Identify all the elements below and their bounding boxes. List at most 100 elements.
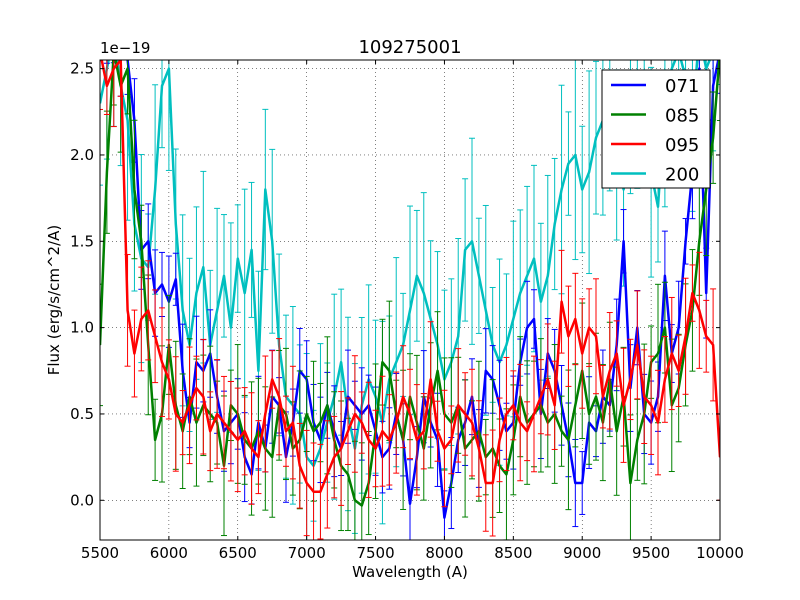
data-point	[595, 136, 597, 139]
data-point	[250, 447, 253, 450]
data-point	[181, 421, 184, 424]
data-point	[243, 430, 246, 433]
data-point	[546, 275, 549, 277]
data-point	[643, 395, 646, 398]
x-tick-label: 5500	[81, 544, 119, 562]
data-point	[347, 430, 349, 433]
data-point	[230, 326, 232, 329]
data-point	[546, 378, 549, 381]
data-point	[567, 162, 570, 165]
data-point	[333, 456, 336, 458]
data-point	[257, 456, 260, 458]
data-point	[305, 482, 308, 484]
data-point	[360, 504, 363, 507]
data-point	[395, 421, 398, 424]
data-point	[615, 352, 618, 355]
data-point	[106, 171, 108, 174]
data-point	[409, 309, 411, 312]
data-point	[664, 378, 666, 381]
data-point	[395, 361, 398, 363]
data-point	[360, 421, 363, 424]
data-point	[381, 430, 384, 433]
data-point	[422, 292, 425, 294]
data-point	[422, 430, 425, 433]
data-point	[381, 361, 384, 363]
data-point	[560, 430, 563, 433]
data-point	[450, 439, 453, 441]
data-point	[133, 352, 136, 355]
data-point	[106, 85, 108, 87]
data-point	[581, 352, 584, 355]
data-point	[574, 482, 577, 484]
data-point	[292, 421, 294, 424]
x-tick-label: 8000	[425, 544, 463, 562]
data-point	[484, 369, 487, 372]
plot-frame	[99, 59, 721, 541]
data-point	[526, 430, 528, 433]
data-point	[154, 439, 156, 441]
data-point	[574, 318, 577, 320]
data-point	[436, 430, 439, 433]
series-layer	[100, 60, 720, 540]
data-point	[519, 292, 522, 294]
data-point	[202, 266, 205, 268]
data-point	[257, 369, 260, 372]
data-point	[223, 275, 225, 277]
y-tick-label: 1.0	[70, 319, 94, 337]
data-point	[181, 369, 184, 372]
data-point	[271, 378, 274, 381]
data-point	[195, 387, 198, 389]
data-point	[347, 395, 349, 398]
data-point	[278, 395, 280, 398]
data-point	[168, 378, 170, 381]
data-point	[705, 67, 708, 70]
data-point	[712, 136, 714, 139]
data-point	[705, 335, 708, 338]
data-point	[271, 456, 274, 458]
legend-box	[601, 69, 711, 189]
chart-title: 109275001	[358, 37, 461, 58]
data-point	[636, 439, 639, 441]
ticks: 5500 6000 6500 7000 7500 8000 8500 9000 9500 1000…	[70, 60, 744, 562]
data-point	[622, 240, 625, 243]
data-point	[436, 369, 439, 372]
data-point	[670, 352, 673, 355]
y-tick-label: 0.5	[70, 405, 94, 423]
data-point	[188, 404, 191, 407]
data-point	[622, 188, 625, 191]
data-point	[223, 421, 225, 424]
data-point	[168, 67, 170, 70]
data-point	[271, 240, 274, 243]
x-tick-label: 7000	[288, 544, 326, 562]
data-point	[553, 223, 556, 225]
data-point	[298, 464, 301, 467]
data-point	[712, 344, 714, 346]
data-point	[174, 223, 177, 225]
data-point	[657, 352, 659, 355]
data-point	[705, 188, 708, 191]
data-point	[670, 67, 673, 70]
legend-label-200: 200	[665, 165, 699, 186]
data-point	[560, 300, 563, 303]
x-tick-label: 8500	[494, 544, 532, 562]
data-point	[588, 413, 590, 415]
data-point	[326, 473, 329, 476]
data-point	[664, 326, 666, 329]
data-point	[264, 188, 267, 191]
data-point	[388, 439, 391, 441]
data-point	[126, 119, 129, 122]
data-point	[285, 430, 287, 433]
data-point	[161, 85, 163, 87]
series-095	[100, 60, 720, 540]
data-point	[684, 335, 687, 338]
data-point	[602, 395, 604, 398]
data-point	[147, 240, 150, 243]
data-point	[367, 439, 370, 441]
data-point	[202, 395, 205, 398]
data-point	[429, 318, 432, 320]
data-point	[650, 404, 652, 407]
data-point	[636, 344, 639, 346]
data-point	[354, 499, 356, 502]
data-point	[533, 318, 535, 320]
data-point	[133, 188, 136, 191]
